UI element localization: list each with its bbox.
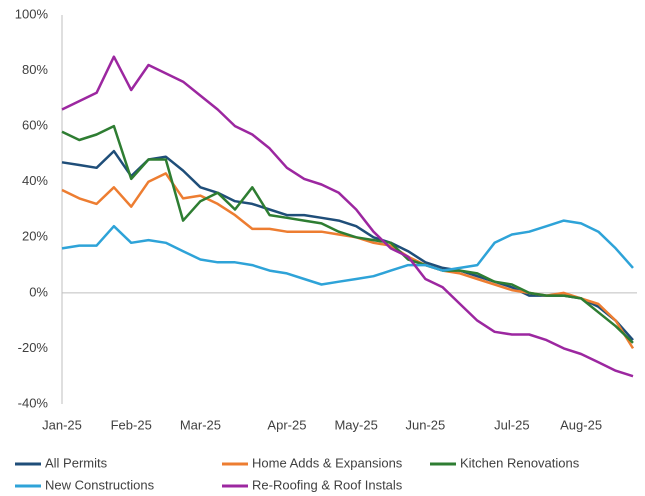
y-tick-label: 60% xyxy=(22,118,48,133)
y-tick-label: 20% xyxy=(22,229,48,244)
series-line xyxy=(61,55,634,378)
series-line xyxy=(61,219,634,286)
y-tick-label: 40% xyxy=(22,173,48,188)
legend-label: New Constructions xyxy=(45,477,155,492)
x-tick-label: Mar-25 xyxy=(180,417,221,432)
x-tick-label: Jan-25 xyxy=(42,417,82,432)
x-tick-label: May-25 xyxy=(334,417,377,432)
legend-label: Kitchen Renovations xyxy=(460,455,580,470)
y-tick-label: -40% xyxy=(18,395,49,410)
y-tick-label: 0% xyxy=(29,284,48,299)
x-tick-label: Feb-25 xyxy=(111,417,152,432)
x-tick-label: Jun-25 xyxy=(405,417,445,432)
x-tick-label: Apr-25 xyxy=(267,417,306,432)
series-line xyxy=(61,124,634,344)
y-tick-label: 80% xyxy=(22,62,48,77)
y-tick-label: 100% xyxy=(15,6,49,21)
x-tick-label: Jul-25 xyxy=(494,417,529,432)
legend-label: Home Adds & Expansions xyxy=(252,455,403,470)
legend-label: Re-Roofing & Roof Instals xyxy=(252,477,403,492)
series-line xyxy=(61,149,634,341)
legend-label: All Permits xyxy=(45,455,108,470)
y-tick-label: -20% xyxy=(18,340,49,355)
x-tick-label: Aug-25 xyxy=(560,417,602,432)
